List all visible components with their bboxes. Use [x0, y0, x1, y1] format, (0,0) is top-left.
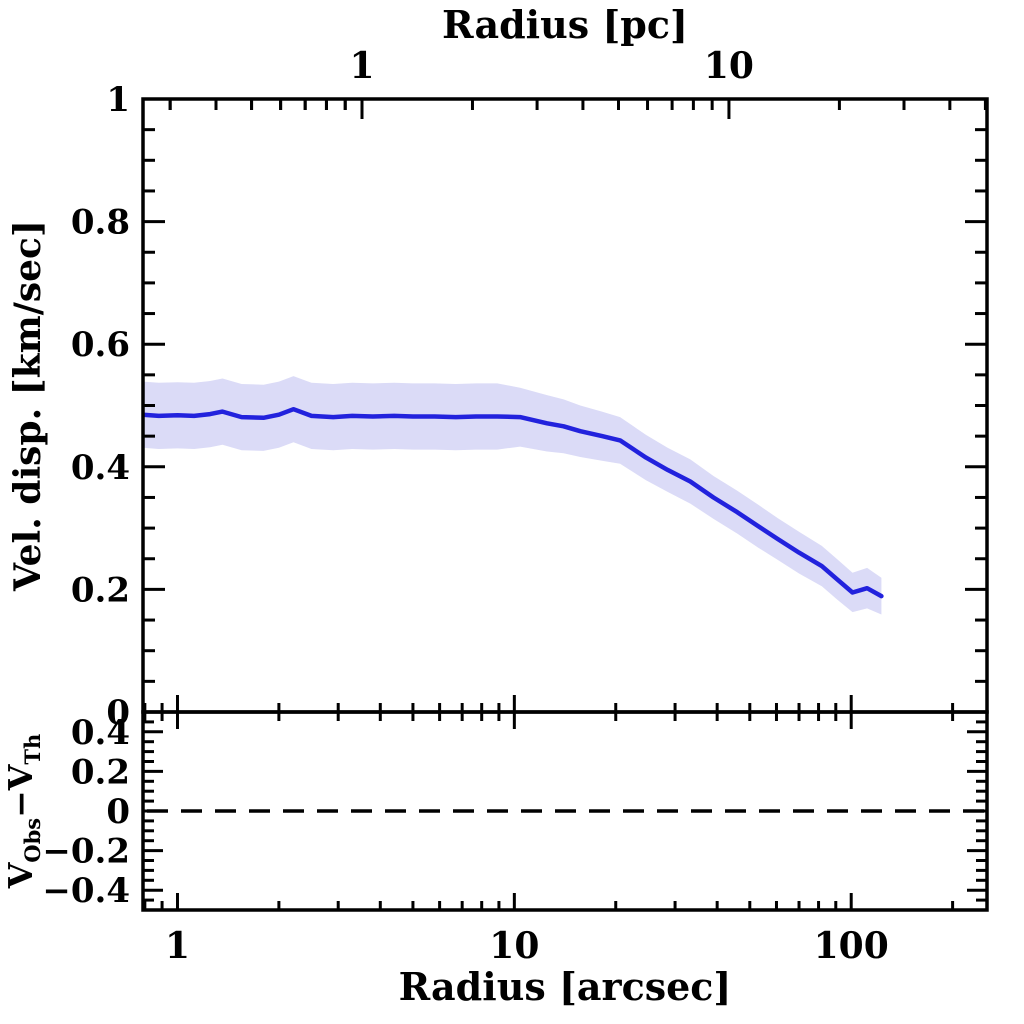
vel-disp-ytick-label: 0.2: [71, 570, 130, 610]
confidence-band: [143, 376, 882, 615]
radius-arcsec-tick-label: 100: [814, 925, 889, 967]
radius-arcsec-tick-label: 1: [165, 925, 190, 967]
residual-ytick-label: −0.4: [42, 871, 130, 911]
radius-arcsec-axis-title: Radius [arcsec]: [399, 964, 732, 1009]
radius-pc-tick-label: 10: [704, 45, 754, 87]
radius-arcsec-tick-label: 10: [489, 925, 539, 967]
residual-axis-title-part: V: [1, 861, 40, 889]
residual-axis-title-part: V: [1, 763, 40, 791]
residual-axis-title: VObs​−VTh​: [1, 734, 45, 890]
residual-axis-title-part: −: [1, 790, 40, 818]
axis-ticks: [143, 99, 987, 910]
residual-ytick-label: 0: [106, 792, 130, 832]
velocity-dispersion-curve: [143, 406, 884, 599]
residual-ytick-label: 0.2: [71, 752, 130, 792]
vel-disp-ytick-label: 0.8: [71, 203, 130, 243]
residual-ytick-label: −0.2: [42, 832, 130, 872]
residual-axis-title-subscript: Obs: [20, 818, 45, 863]
radius-pc-axis-title: Radius [pc]: [442, 2, 688, 47]
vel-disp-ytick-label: 0.6: [71, 325, 130, 365]
residual-ytick-label: 0.4: [71, 713, 130, 753]
vel-disp-axis-title: Vel. disp. [km/sec]: [7, 220, 49, 592]
vel-disp-ytick-label: 0.4: [71, 448, 130, 488]
vel-disp-ytick-label: 1: [106, 80, 130, 120]
residual-axis-title-subscript: Th: [20, 734, 45, 765]
vel-disp-ytick-label: 0: [106, 693, 130, 733]
radius-pc-tick-label: 1: [349, 45, 374, 87]
